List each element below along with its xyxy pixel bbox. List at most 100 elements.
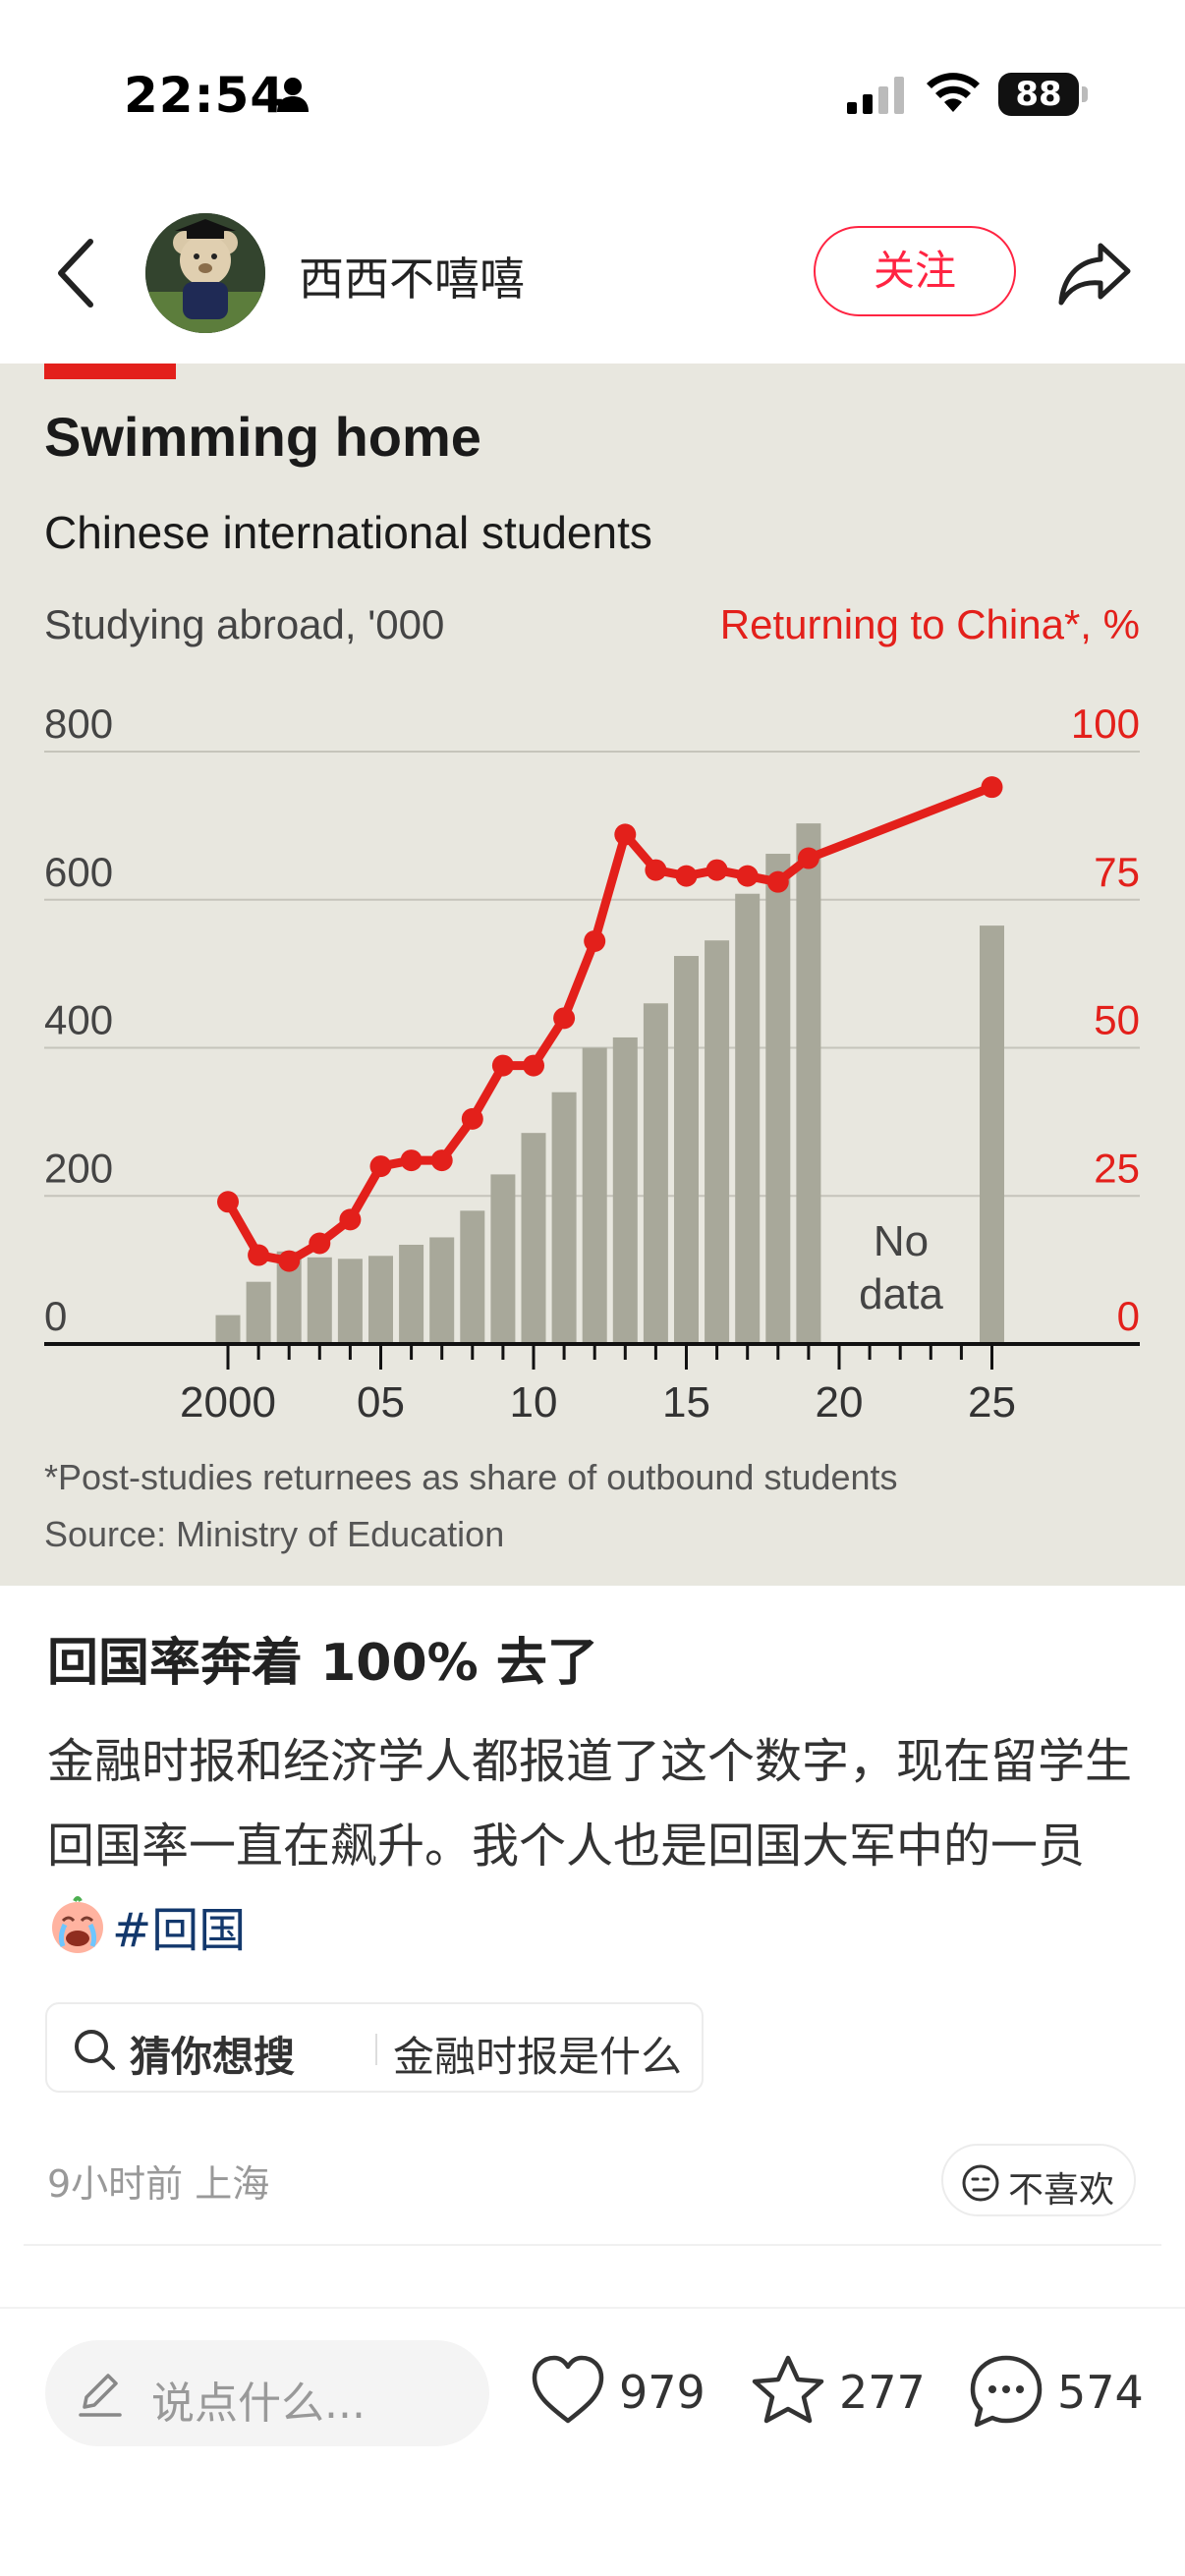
bar: [521, 1133, 546, 1344]
search-suggestion[interactable]: 猜你想搜 金融时报是什么: [45, 2002, 704, 2093]
bar: [796, 823, 821, 1344]
bar: [765, 854, 791, 1344]
left-tick-label: 200: [44, 1145, 113, 1191]
line-point: [400, 1149, 423, 1172]
post-header: 西西不嘻嘻 关注: [0, 196, 1185, 364]
chart-subtitle: Chinese international students: [44, 507, 652, 558]
right-axis-label: Returning to China*, %: [720, 601, 1140, 647]
left-tick-label: 800: [44, 700, 113, 747]
status-time: 22:54: [124, 67, 286, 124]
line-point: [309, 1232, 331, 1255]
chart-svg: Swimming home Chinese international stud…: [44, 364, 1140, 1554]
bottom-bar-divider: [0, 2307, 1185, 2309]
bar: [735, 893, 761, 1344]
line-point: [461, 1107, 483, 1130]
follow-button[interactable]: 关注: [814, 226, 1016, 316]
post-title: 回国率奔着 100% 去了: [47, 1634, 598, 1693]
line-point: [705, 859, 728, 881]
line-point: [766, 870, 789, 893]
bar: [612, 1036, 638, 1344]
username[interactable]: 西西不嘻嘻: [299, 252, 525, 306]
line-point: [278, 1250, 301, 1272]
bar: [399, 1244, 424, 1344]
like-count: 979: [619, 2366, 705, 2419]
battery-nub: [1082, 86, 1088, 102]
bar: [980, 925, 1004, 1344]
like-button[interactable]: 979: [529, 2352, 705, 2435]
favorite-count: 277: [839, 2366, 926, 2419]
chart-source: Source: Ministry of Education: [44, 1514, 504, 1554]
status-bar: 22:54 88: [0, 0, 1185, 177]
hashtag-link[interactable]: #回国: [112, 1903, 247, 1958]
comment-count: 574: [1057, 2366, 1144, 2419]
share-icon[interactable]: [1055, 240, 1134, 308]
pen-icon: [79, 2374, 122, 2417]
post-body: 金融时报和经济学人都报道了这个数字，现在留学生回国率一直在飙升。我个人也是回国大…: [47, 1719, 1148, 1973]
left-tick-label: 400: [44, 997, 113, 1043]
chart-footnote: *Post-studies returnees as share of outb…: [44, 1457, 898, 1497]
comment-button[interactable]: 574: [967, 2352, 1144, 2435]
person-icon: [277, 78, 309, 112]
back-icon[interactable]: [51, 236, 100, 310]
star-icon: [752, 2355, 824, 2424]
line-point: [736, 865, 759, 887]
left-axis-label: Studying abroad, '000: [44, 601, 444, 647]
x-tick-label: 25: [968, 1378, 1016, 1427]
no-data-label-2: data: [859, 1270, 943, 1318]
bar: [674, 956, 699, 1344]
dislike-label: 不喜欢: [1008, 2170, 1115, 2211]
x-tick-label: 10: [510, 1378, 558, 1427]
comment-bubble-icon: [970, 2355, 1043, 2428]
meh-face-icon: [962, 2164, 999, 2202]
post-time-location: 9小时前 上海: [47, 2162, 270, 2206]
line-point: [523, 1054, 544, 1077]
line-point: [614, 823, 637, 846]
x-tick-label: 2000: [180, 1378, 276, 1427]
line-point: [675, 865, 698, 887]
right-tick-label: 0: [1117, 1293, 1140, 1339]
suggestion-divider: [375, 2034, 377, 2065]
bar: [246, 1281, 271, 1344]
bar: [643, 1003, 668, 1344]
chart-accent-bar: [44, 364, 176, 379]
right-tick-label: 100: [1071, 700, 1140, 747]
left-tick-label: 600: [44, 849, 113, 895]
comment-input[interactable]: 说点什么...: [45, 2340, 489, 2446]
favorite-button[interactable]: 277: [749, 2352, 926, 2435]
cellular-signal-icon: [847, 77, 904, 114]
line-point: [491, 1054, 514, 1077]
right-tick-label: 25: [1094, 1145, 1140, 1191]
line-point: [797, 847, 819, 869]
bar: [368, 1256, 393, 1344]
line-point: [369, 1155, 392, 1178]
divider: [24, 2244, 1161, 2246]
no-data-label-1: No: [874, 1217, 929, 1265]
line-point: [248, 1244, 270, 1266]
left-tick-label: 0: [44, 1293, 67, 1339]
comment-placeholder: 说点什么...: [151, 2379, 366, 2429]
avatar[interactable]: [145, 213, 265, 333]
right-tick-label: 50: [1094, 997, 1140, 1043]
wifi-icon: [927, 73, 980, 112]
chart-title: Swimming home: [44, 406, 481, 468]
suggestion-query: 金融时报是什么: [393, 2033, 683, 2081]
suggestion-label: 猜你想搜: [130, 2033, 296, 2081]
teddy-bear-avatar-icon: [145, 213, 265, 333]
search-icon: [75, 2030, 115, 2070]
bar: [490, 1174, 516, 1344]
bar: [337, 1259, 363, 1344]
line-point: [645, 859, 667, 881]
bar: [582, 1047, 607, 1344]
line-point: [339, 1208, 362, 1231]
bar: [705, 940, 730, 1344]
dislike-button[interactable]: 不喜欢: [941, 2144, 1136, 2216]
x-tick-label: 15: [662, 1378, 710, 1427]
line-point: [430, 1149, 453, 1172]
crying-face-emoji-icon: [52, 1896, 103, 1953]
x-tick-label: 05: [357, 1378, 405, 1427]
series-line: [224, 782, 994, 1266]
line-point: [981, 776, 1003, 799]
chart-image[interactable]: Swimming home Chinese international stud…: [0, 364, 1185, 1586]
bar: [551, 1092, 577, 1344]
bar: [460, 1210, 485, 1344]
